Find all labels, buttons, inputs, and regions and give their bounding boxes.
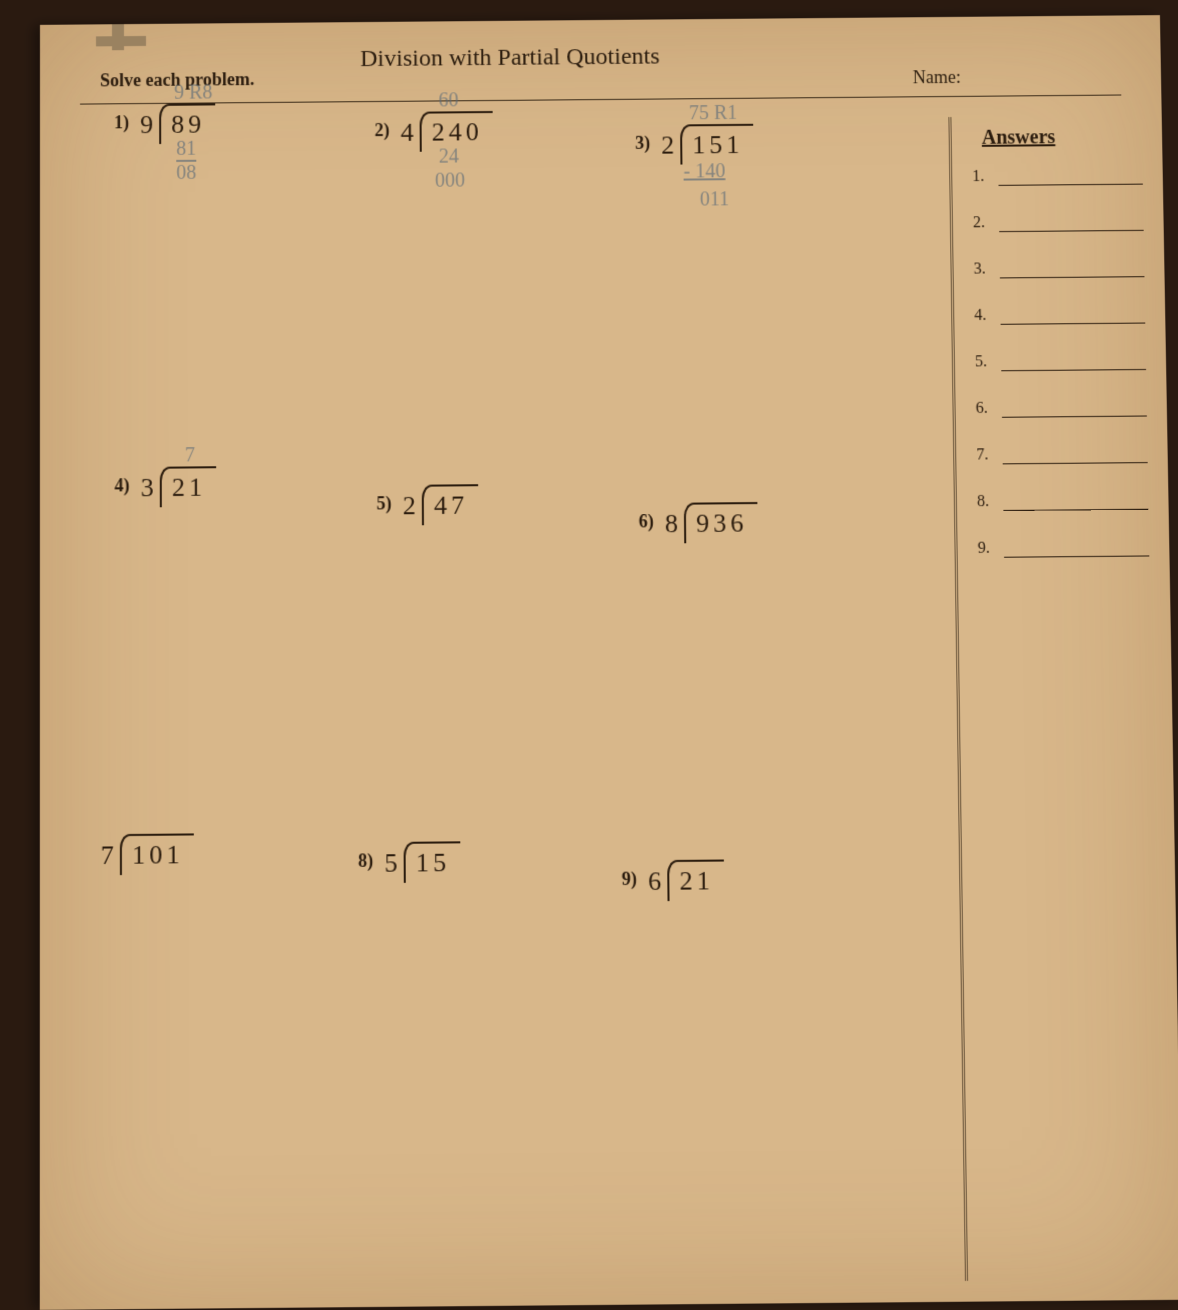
student-work: - 140: [683, 160, 725, 182]
long-division-icon: 2 47: [403, 484, 479, 525]
problem-label: 8): [358, 850, 373, 872]
problems-area: 1) 9 89 9 R8 81 08 2) 4 240 60 24 000: [80, 97, 926, 1205]
problem-3: 3) 2 151 75 R1 - 140 011: [661, 122, 921, 124]
answer-row: 5.: [975, 352, 1146, 372]
student-work: 000: [435, 169, 465, 191]
answer-blank[interactable]: [1002, 400, 1147, 417]
problem-2: 2) 4 240 60 24 000: [401, 110, 661, 112]
divisor: 2: [661, 124, 680, 160]
answer-blank[interactable]: [998, 169, 1143, 186]
dividend: 21: [667, 859, 724, 901]
dividend: 101: [120, 833, 194, 875]
answer-row: 8.: [977, 491, 1149, 511]
answer-row: 7.: [976, 445, 1147, 465]
long-division-icon: 3 21: [141, 466, 217, 507]
dividend: 47: [422, 484, 479, 525]
problem-label: 6): [639, 511, 654, 532]
long-division-icon: 7 101: [101, 833, 194, 875]
worksheet-page: Division with Partial Quotients Solve ea…: [40, 15, 1178, 1310]
long-division-icon: 5 15: [384, 841, 460, 883]
problem-6: 6) 8 936: [665, 501, 927, 503]
problem-label: 4): [114, 475, 129, 496]
student-work: 24: [439, 145, 459, 167]
problem-label: 1): [114, 112, 129, 133]
long-division-icon: 6 21: [648, 859, 724, 901]
answers-column: Answers 1. 2. 3. 4. 5. 6. 7. 8. 9.: [961, 115, 1149, 586]
answer-blank[interactable]: [1000, 261, 1145, 278]
long-division-icon: 2 151: [661, 124, 754, 165]
answer-blank[interactable]: [1003, 494, 1148, 512]
problem-label: 3): [635, 133, 650, 154]
student-work: 08: [176, 162, 196, 184]
dividend: 936: [684, 502, 758, 543]
answer-blank[interactable]: [999, 215, 1144, 232]
problem-label: 2): [375, 120, 390, 141]
student-quotient: 9 R8: [174, 81, 212, 103]
problem-row: 4) 3 21 7 5) 2 47 6) 8 936: [80, 460, 921, 834]
student-quotient: 7: [185, 444, 195, 466]
problem-label: 9): [622, 868, 637, 890]
answer-blank[interactable]: [1002, 447, 1147, 464]
divisor: 9: [140, 104, 159, 140]
problem-row: 1) 9 89 9 R8 81 08 2) 4 240 60 24 000: [80, 97, 916, 467]
answer-blank[interactable]: [1000, 307, 1145, 324]
problem-5: 5) 2 47: [403, 483, 665, 485]
problem-row: 7 101 8) 5 15 9) 6 21: [80, 827, 926, 1206]
header: Division with Partial Quotients Solve ea…: [80, 25, 1121, 104]
answer-row: 9.: [978, 538, 1150, 558]
divisor: 5: [384, 842, 403, 879]
divisor: 7: [101, 834, 120, 871]
long-division-icon: 8 936: [665, 502, 758, 543]
answer-row: 6.: [976, 398, 1147, 418]
student-quotient: 75 R1: [689, 102, 738, 124]
answer-row: 4.: [974, 305, 1145, 325]
worksheet-title: Division with Partial Quotients: [360, 43, 660, 73]
problem-label: 5): [376, 493, 391, 514]
answer-row: 1.: [972, 167, 1143, 187]
dividend: 15: [404, 841, 461, 883]
student-work: 81: [176, 138, 196, 160]
name-label: Name:: [913, 67, 961, 88]
problem-1: 1) 9 89 9 R8 81 08: [140, 102, 400, 104]
student-work: 011: [700, 188, 730, 210]
dividend: 21: [160, 466, 217, 507]
answer-row: 2.: [973, 213, 1144, 233]
answer-row: 3.: [974, 259, 1145, 279]
answer-blank[interactable]: [1004, 540, 1149, 558]
answer-blank[interactable]: [1001, 354, 1146, 371]
dividend: 151: [680, 124, 754, 165]
answers-heading: Answers: [982, 125, 1143, 149]
divisor: 4: [401, 112, 420, 148]
student-quotient: 60: [438, 89, 458, 111]
divisor: 2: [403, 485, 422, 522]
divisor: 3: [141, 467, 160, 504]
problem-8: 8) 5 15: [384, 840, 647, 842]
divisor: 6: [648, 860, 668, 897]
problem-9: 9) 6 21: [648, 858, 911, 860]
divisor: 8: [665, 503, 685, 540]
